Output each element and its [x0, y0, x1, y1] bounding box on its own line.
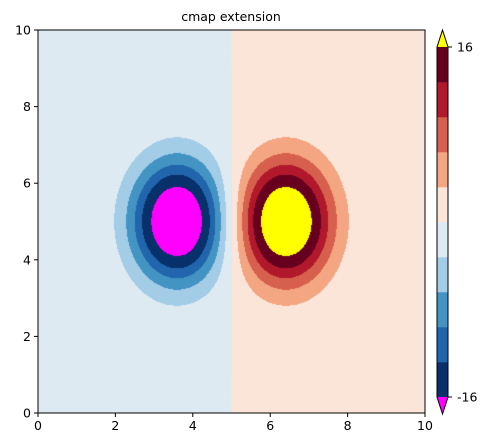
contour-fill	[38, 30, 425, 413]
x-tick-label: 6	[266, 418, 274, 433]
x-tick-label: 0	[34, 418, 42, 433]
x-tick-label: 2	[111, 418, 119, 433]
colorbar-segment	[437, 222, 448, 258]
colorbar-segment	[437, 257, 448, 293]
colorbar-segment	[437, 152, 448, 188]
y-tick-label: 8	[23, 99, 31, 114]
colorbar-segment	[437, 187, 448, 223]
plot-area	[38, 30, 425, 413]
y-tick-label: 0	[23, 406, 31, 421]
x-tick-label: 8	[344, 418, 352, 433]
colorbar-tick-label: -16	[457, 390, 477, 405]
chart-title: cmap extension	[181, 9, 281, 24]
y-tick-label: 2	[23, 329, 31, 344]
axes-frame	[37, 29, 426, 414]
y-tick-label: 6	[23, 176, 31, 191]
colorbar-under-triangle	[437, 397, 448, 414]
colorbar: 16 -16	[436, 28, 477, 416]
colorbar-segment	[437, 82, 448, 118]
colorbar-segment	[437, 327, 448, 363]
colorbar-tick-label: 16	[457, 40, 473, 55]
colorbar-over-triangle	[437, 30, 448, 47]
x-tick-label: 4	[189, 418, 197, 433]
colorbar-segment	[437, 47, 448, 83]
colorbar-segment	[437, 117, 448, 153]
axes: 0 2 4 6 8 10 0 2 4 6 8 10	[15, 23, 433, 434]
colorbar-segment	[437, 292, 448, 328]
y-tick-label: 4	[23, 252, 31, 267]
colorbar-segment	[437, 362, 448, 398]
y-tick-label: 10	[15, 23, 31, 38]
x-tick-label: 10	[417, 418, 433, 433]
